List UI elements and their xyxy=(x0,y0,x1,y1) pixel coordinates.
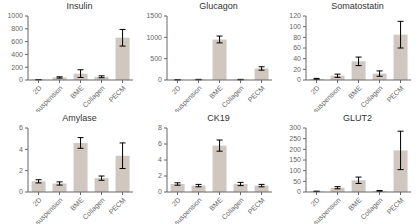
svg-text:PECM: PECM xyxy=(385,84,404,103)
svg-text:2: 2 xyxy=(19,167,23,174)
svg-text:PECM: PECM xyxy=(107,84,126,103)
svg-text:1500: 1500 xyxy=(146,12,162,19)
svg-text:Collagen: Collagen xyxy=(81,84,106,109)
svg-text:Collagen: Collagen xyxy=(359,84,384,109)
svg-text:Collagen: Collagen xyxy=(220,196,245,221)
svg-text:4: 4 xyxy=(158,156,162,163)
svg-text:BME: BME xyxy=(347,84,363,100)
svg-text:suspension: suspension xyxy=(34,196,65,224)
svg-text:100: 100 xyxy=(289,23,301,30)
svg-text:BME: BME xyxy=(208,84,224,100)
svg-text:suspension: suspension xyxy=(173,196,204,224)
svg-text:50: 50 xyxy=(293,178,301,185)
svg-text:PECM: PECM xyxy=(385,196,404,215)
svg-text:0: 0 xyxy=(158,76,162,83)
svg-text:2D: 2D xyxy=(31,84,42,95)
svg-text:BME: BME xyxy=(347,196,363,212)
svg-text:120: 120 xyxy=(289,12,301,19)
svg-text:0: 0 xyxy=(158,188,162,195)
svg-text:40: 40 xyxy=(293,55,301,62)
svg-text:400: 400 xyxy=(11,51,23,58)
svg-text:6: 6 xyxy=(158,140,162,147)
svg-text:PECM: PECM xyxy=(107,196,126,215)
svg-text:BME: BME xyxy=(69,196,85,212)
svg-text:80: 80 xyxy=(293,34,301,41)
html-text:Glucagon: Glucagon xyxy=(199,1,238,11)
svg-text:1000: 1000 xyxy=(146,34,162,41)
svg-text:0: 0 xyxy=(19,188,23,195)
svg-text:500: 500 xyxy=(150,55,162,62)
svg-text:1000: 1000 xyxy=(8,12,23,19)
svg-text:Collagen: Collagen xyxy=(359,196,384,221)
svg-text:300: 300 xyxy=(289,124,301,131)
svg-text:60: 60 xyxy=(293,44,301,51)
svg-text:PECM: PECM xyxy=(246,196,265,215)
html-text:Amylase: Amylase xyxy=(62,113,97,123)
svg-text:6: 6 xyxy=(19,124,23,131)
svg-text:800: 800 xyxy=(11,25,23,32)
svg-text:BME: BME xyxy=(208,196,224,212)
svg-text:suspension: suspension xyxy=(173,84,204,112)
svg-text:2D: 2D xyxy=(170,84,181,95)
svg-text:BME: BME xyxy=(69,84,85,100)
svg-text:200: 200 xyxy=(289,146,301,153)
svg-text:2D: 2D xyxy=(170,196,181,207)
svg-text:2: 2 xyxy=(158,172,162,179)
html-text:GLUT2: GLUT2 xyxy=(343,113,372,123)
svg-text:0: 0 xyxy=(19,76,23,83)
html-text:Somatostatin: Somatostatin xyxy=(331,1,384,11)
svg-text:suspension: suspension xyxy=(34,84,65,112)
html-text:Insulin: Insulin xyxy=(66,1,93,11)
svg-text:Collagen: Collagen xyxy=(220,84,245,109)
svg-text:200: 200 xyxy=(11,64,23,71)
svg-text:2D: 2D xyxy=(309,196,320,207)
svg-text:PECM: PECM xyxy=(246,84,265,103)
svg-text:suspension: suspension xyxy=(312,196,343,224)
svg-text:4: 4 xyxy=(19,146,23,153)
svg-text:2D: 2D xyxy=(31,196,42,207)
svg-text:150: 150 xyxy=(289,156,301,163)
svg-text:20: 20 xyxy=(293,66,301,73)
svg-text:250: 250 xyxy=(289,135,301,142)
svg-text:suspension: suspension xyxy=(312,84,343,112)
svg-text:8: 8 xyxy=(158,124,162,131)
svg-text:2D: 2D xyxy=(309,84,320,95)
svg-text:600: 600 xyxy=(11,38,23,45)
html-text:CK19: CK19 xyxy=(207,113,230,123)
svg-text:0: 0 xyxy=(297,76,301,83)
svg-text:100: 100 xyxy=(289,167,301,174)
svg-text:0: 0 xyxy=(297,188,301,195)
svg-text:Collagen: Collagen xyxy=(81,196,106,221)
